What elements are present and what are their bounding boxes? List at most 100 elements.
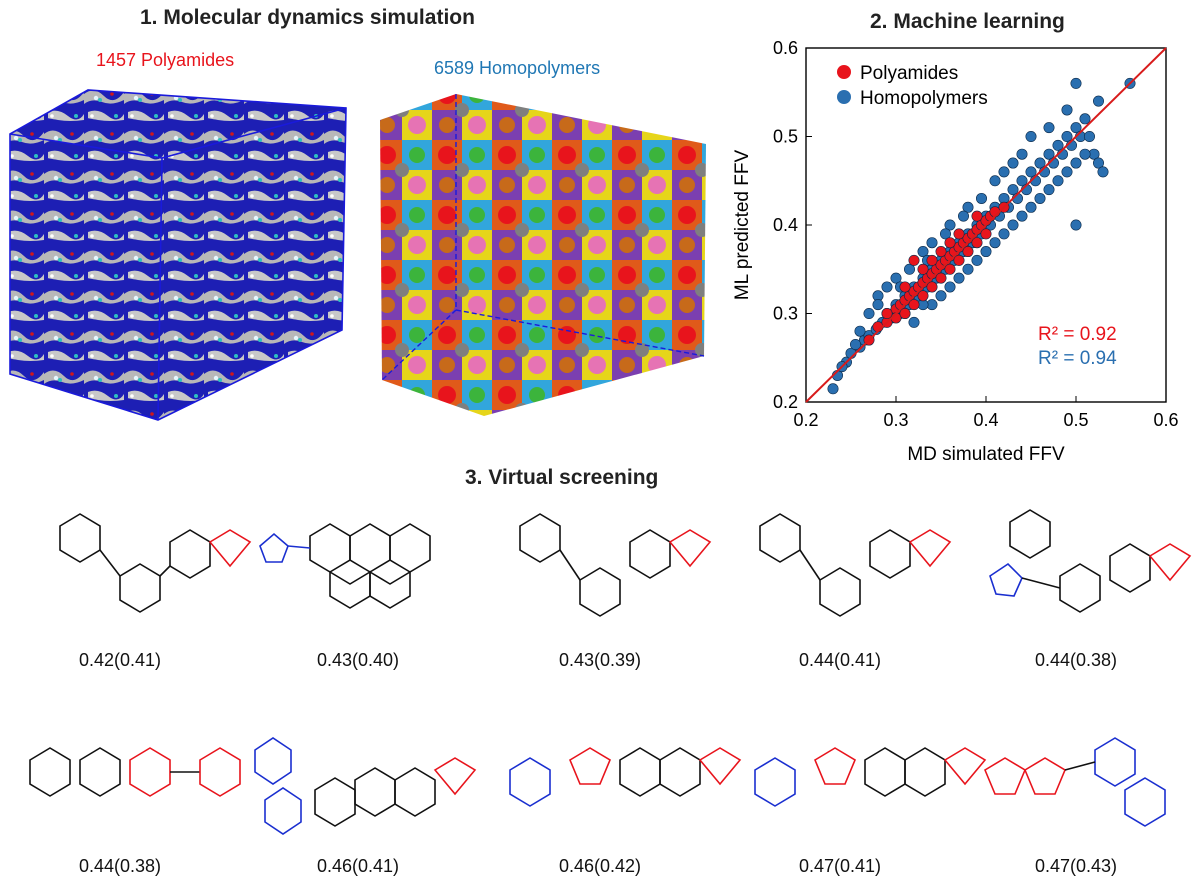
- data-point-homopolymers: [1083, 131, 1095, 143]
- x-tick-label: 0.5: [1063, 410, 1088, 430]
- r2-homopolymers-annotation: R² = 0.94: [1038, 348, 1117, 369]
- data-point-homopolymers: [971, 254, 983, 266]
- molecule-2-3: [509, 747, 742, 807]
- data-point-polyamides: [953, 254, 965, 266]
- data-point-homopolymers: [1016, 210, 1028, 222]
- x-tick-label: 0.6: [1153, 410, 1178, 430]
- data-point-homopolymers: [1052, 175, 1064, 187]
- y-tick-label: 0.5: [773, 127, 798, 147]
- y-tick-label: 0.2: [773, 392, 798, 412]
- data-point-polyamides: [908, 299, 920, 311]
- polyamides-count-label: 1457 Polyamides: [96, 50, 235, 70]
- data-point-polyamides: [917, 290, 929, 302]
- molecule-2-4: [754, 747, 987, 807]
- screening-value-2-5: 0.47(0.43): [1034, 856, 1118, 876]
- data-point-homopolymers: [944, 281, 956, 293]
- data-point-homopolymers: [1070, 77, 1082, 89]
- r2-polyamides-annotation: R² = 0.92: [1038, 324, 1117, 345]
- data-point-homopolymers: [890, 272, 902, 284]
- data-point-polyamides: [917, 263, 929, 275]
- y-tick-label: 0.6: [773, 38, 798, 58]
- data-point-homopolymers: [998, 228, 1010, 240]
- x-tick-label: 0.2: [793, 410, 818, 430]
- data-point-homopolymers: [1025, 201, 1037, 213]
- data-point-homopolymers: [904, 263, 916, 275]
- data-point-homopolymers: [926, 237, 938, 249]
- data-point-homopolymers: [1061, 104, 1073, 116]
- data-point-polyamides: [944, 263, 956, 275]
- x-tick-label: 0.4: [973, 410, 998, 430]
- data-point-homopolymers: [1043, 184, 1055, 196]
- data-point-homopolymers: [917, 246, 929, 258]
- data-point-homopolymers: [1079, 113, 1091, 125]
- data-point-homopolymers: [1052, 139, 1064, 151]
- vs-section-title: 3. Virtual screening: [465, 466, 659, 489]
- homopolymers-count-label: 6589 Homopolymers: [434, 58, 601, 78]
- data-point-homopolymers: [1007, 157, 1019, 169]
- data-point-homopolymers: [1070, 122, 1082, 134]
- data-point-homopolymers: [850, 338, 862, 350]
- data-point-homopolymers: [940, 228, 952, 240]
- molecule-1-3: [519, 513, 712, 617]
- data-point-homopolymers: [953, 272, 965, 284]
- data-point-homopolymers: [1034, 192, 1046, 204]
- screening-value-2-4: 0.47(0.41): [798, 856, 882, 876]
- legend-label-polyamides: Polyamides: [860, 63, 958, 84]
- data-point-polyamides: [980, 228, 992, 240]
- data-point-homopolymers: [872, 299, 884, 311]
- screening-value-1-4: 0.44(0.41): [798, 650, 882, 670]
- data-point-homopolymers: [944, 219, 956, 231]
- polyamide-simulation-box: [9, 89, 347, 421]
- data-point-homopolymers: [908, 316, 920, 328]
- screening-value-1-1: 0.42(0.41): [78, 650, 162, 670]
- molecule-1-2: [259, 523, 431, 609]
- data-point-homopolymers: [881, 281, 893, 293]
- molecule-2-1: [29, 747, 241, 797]
- molecule-row-2: [29, 737, 1166, 835]
- data-point-homopolymers: [1061, 166, 1073, 178]
- data-point-homopolymers: [958, 210, 970, 222]
- data-point-homopolymers: [1061, 131, 1073, 143]
- y-axis-label: ML predicted FFV: [732, 150, 753, 301]
- md-section-title: 1. Molecular dynamics simulation: [140, 6, 475, 29]
- data-point-polyamides: [899, 307, 911, 319]
- data-point-polyamides: [926, 254, 938, 266]
- data-point-homopolymers: [1092, 157, 1104, 169]
- x-axis-label: MD simulated FFV: [907, 444, 1065, 465]
- data-point-homopolymers: [854, 325, 866, 337]
- y-tick-label: 0.4: [773, 215, 798, 235]
- data-point-polyamides: [971, 237, 983, 249]
- data-point-polyamides: [962, 246, 974, 258]
- data-point-homopolymers: [827, 383, 839, 395]
- data-point-homopolymers: [1025, 131, 1037, 143]
- data-point-homopolymers: [1097, 166, 1109, 178]
- y-tick-label: 0.3: [773, 304, 798, 324]
- data-point-homopolymers: [976, 192, 988, 204]
- data-point-homopolymers: [1070, 219, 1082, 231]
- screening-value-2-3: 0.46(0.42): [558, 856, 642, 876]
- data-point-homopolymers: [989, 175, 1001, 187]
- screening-value-2-2: 0.46(0.41): [316, 856, 400, 876]
- data-point-polyamides: [881, 307, 893, 319]
- data-point-homopolymers: [1092, 95, 1104, 107]
- legend-marker-homopolymers: [837, 90, 851, 104]
- data-point-homopolymers: [980, 246, 992, 258]
- data-point-homopolymers: [1016, 175, 1028, 187]
- data-point-polyamides: [926, 281, 938, 293]
- data-point-polyamides: [971, 210, 983, 222]
- data-point-homopolymers: [962, 263, 974, 275]
- screening-value-2-1: 0.44(0.38): [78, 856, 162, 876]
- data-point-homopolymers: [998, 166, 1010, 178]
- data-point-homopolymers: [863, 307, 875, 319]
- data-point-polyamides: [935, 272, 947, 284]
- data-point-homopolymers: [1007, 184, 1019, 196]
- screening-value-1-2: 0.43(0.40): [316, 650, 400, 670]
- legend-marker-polyamides: [837, 65, 851, 79]
- data-point-polyamides: [899, 281, 911, 293]
- molecule-row-1: [59, 509, 1192, 617]
- parity-line: [805, 47, 1167, 403]
- data-point-polyamides: [944, 237, 956, 249]
- legend-label-homopolymers: Homopolymers: [860, 88, 988, 109]
- homopolymer-simulation-box: [380, 94, 706, 416]
- molecule-1-1: [59, 513, 252, 613]
